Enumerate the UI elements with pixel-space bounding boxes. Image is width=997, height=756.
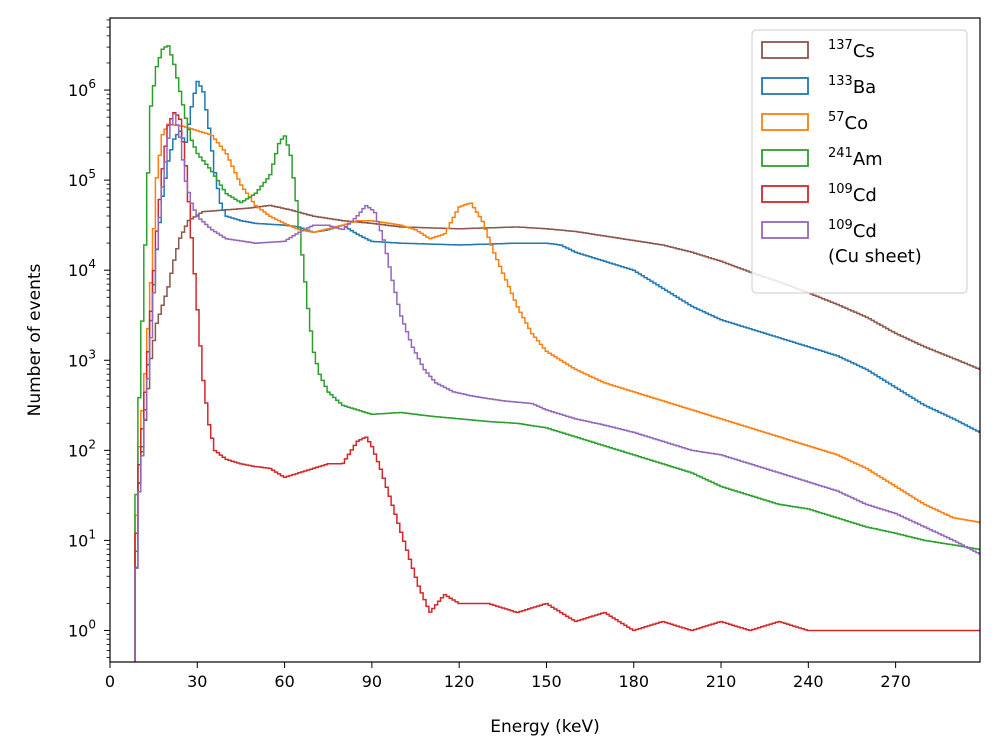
y-tick-label: 104 bbox=[68, 257, 96, 280]
y-tick-label: 103 bbox=[68, 347, 96, 370]
series-line-0 bbox=[134, 204, 980, 662]
y-tick-label: 101 bbox=[68, 527, 96, 550]
x-tick-label: 270 bbox=[880, 672, 911, 691]
legend-swatch bbox=[761, 77, 809, 95]
x-tick-label: 240 bbox=[793, 672, 824, 691]
y-tick-label: 102 bbox=[68, 437, 96, 460]
series-line-3 bbox=[134, 45, 980, 662]
series-line-5 bbox=[134, 112, 980, 662]
series-layer bbox=[134, 45, 980, 662]
legend-swatch bbox=[761, 113, 809, 131]
legend-swatch bbox=[761, 149, 809, 167]
series-line-2 bbox=[134, 123, 980, 662]
y-tick-label: 106 bbox=[68, 77, 96, 100]
legend-label-line2: (Cu sheet) bbox=[828, 246, 922, 267]
legend: 137Cs 133Ba 57Co 241Am 109Cd 109Cd (Cu sheet) bbox=[751, 29, 968, 294]
x-tick-label: 90 bbox=[362, 672, 382, 691]
y-tick-label: 100 bbox=[68, 617, 96, 640]
legend-label: 241Am bbox=[828, 146, 883, 170]
x-tick-label: 0 bbox=[105, 672, 115, 691]
x-axis-label: Energy (keV) bbox=[490, 717, 600, 737]
x-tick-label: 210 bbox=[706, 672, 737, 691]
legend-label: 57Co bbox=[828, 110, 868, 134]
legend-label: 137Cs bbox=[828, 38, 875, 62]
series-line-1 bbox=[134, 80, 980, 662]
x-tick-label: 120 bbox=[444, 672, 475, 691]
legend-label: 109Cd bbox=[828, 182, 877, 206]
legend-label: 109Cd bbox=[828, 218, 877, 242]
x-tick-label: 30 bbox=[187, 672, 207, 691]
x-axis-ticks: 0 30 60 90 120 150 180 210 240 270 bbox=[105, 662, 911, 691]
y-tick-label: 105 bbox=[68, 167, 96, 190]
x-tick-label: 180 bbox=[618, 672, 649, 691]
y-axis-ticks: 100 101 102 103 104 105 106 bbox=[68, 19, 110, 658]
x-tick-label: 150 bbox=[531, 672, 562, 691]
legend-box bbox=[751, 29, 968, 294]
series-line-4 bbox=[134, 112, 980, 662]
x-tick-label: 60 bbox=[274, 672, 294, 691]
legend-swatch bbox=[761, 185, 809, 203]
y-axis-label: Number of events bbox=[25, 263, 45, 416]
legend-swatch bbox=[761, 41, 809, 59]
legend-label: 133Ba bbox=[828, 74, 876, 98]
plot-frame bbox=[109, 17, 981, 663]
legend-swatch bbox=[761, 221, 809, 239]
